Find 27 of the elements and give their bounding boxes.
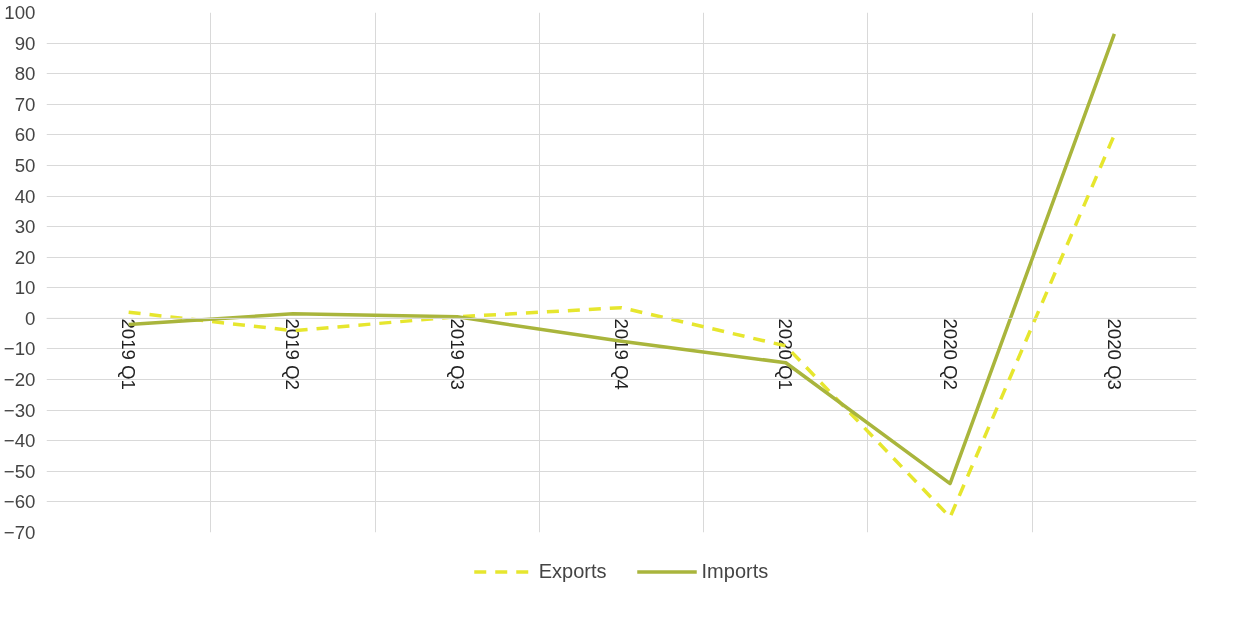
y-tick-label: 20 bbox=[14, 246, 36, 268]
y-tick-label: −40 bbox=[3, 430, 36, 452]
y-tick-label: 0 bbox=[25, 307, 36, 329]
x-tick-label: 2020 Q2 bbox=[939, 318, 961, 390]
y-tick-label: −70 bbox=[3, 522, 36, 543]
y-tick-label: 10 bbox=[14, 277, 36, 299]
x-tick-label: 2020 Q3 bbox=[1103, 318, 1125, 390]
y-tick-label: 70 bbox=[14, 93, 36, 115]
y-tick-label: −60 bbox=[3, 491, 36, 513]
x-tick-label: 2019 Q3 bbox=[446, 318, 468, 390]
x-tick-label: 2019 Q4 bbox=[611, 318, 632, 390]
y-tick-label: −10 bbox=[3, 338, 36, 360]
legend-label: Imports bbox=[701, 559, 769, 583]
y-tick-label: −50 bbox=[3, 460, 36, 482]
y-tick-label: −30 bbox=[3, 399, 36, 421]
x-tick-label: 2019 Q2 bbox=[282, 318, 304, 390]
y-tick-label: 30 bbox=[14, 216, 36, 238]
x-tick-label: 2019 Q1 bbox=[118, 318, 140, 390]
y-tick-label: 40 bbox=[14, 185, 36, 207]
y-tick-label: 50 bbox=[14, 154, 36, 176]
y-tick-label: 80 bbox=[14, 63, 36, 85]
y-tick-label: −20 bbox=[3, 369, 36, 391]
x-tick-label: 2020 Q1 bbox=[775, 318, 797, 390]
y-tick-label: 100 bbox=[4, 2, 36, 23]
legend-label: Exports bbox=[538, 559, 607, 583]
y-tick-label: 60 bbox=[14, 124, 36, 146]
y-tick-label: 90 bbox=[14, 32, 36, 54]
